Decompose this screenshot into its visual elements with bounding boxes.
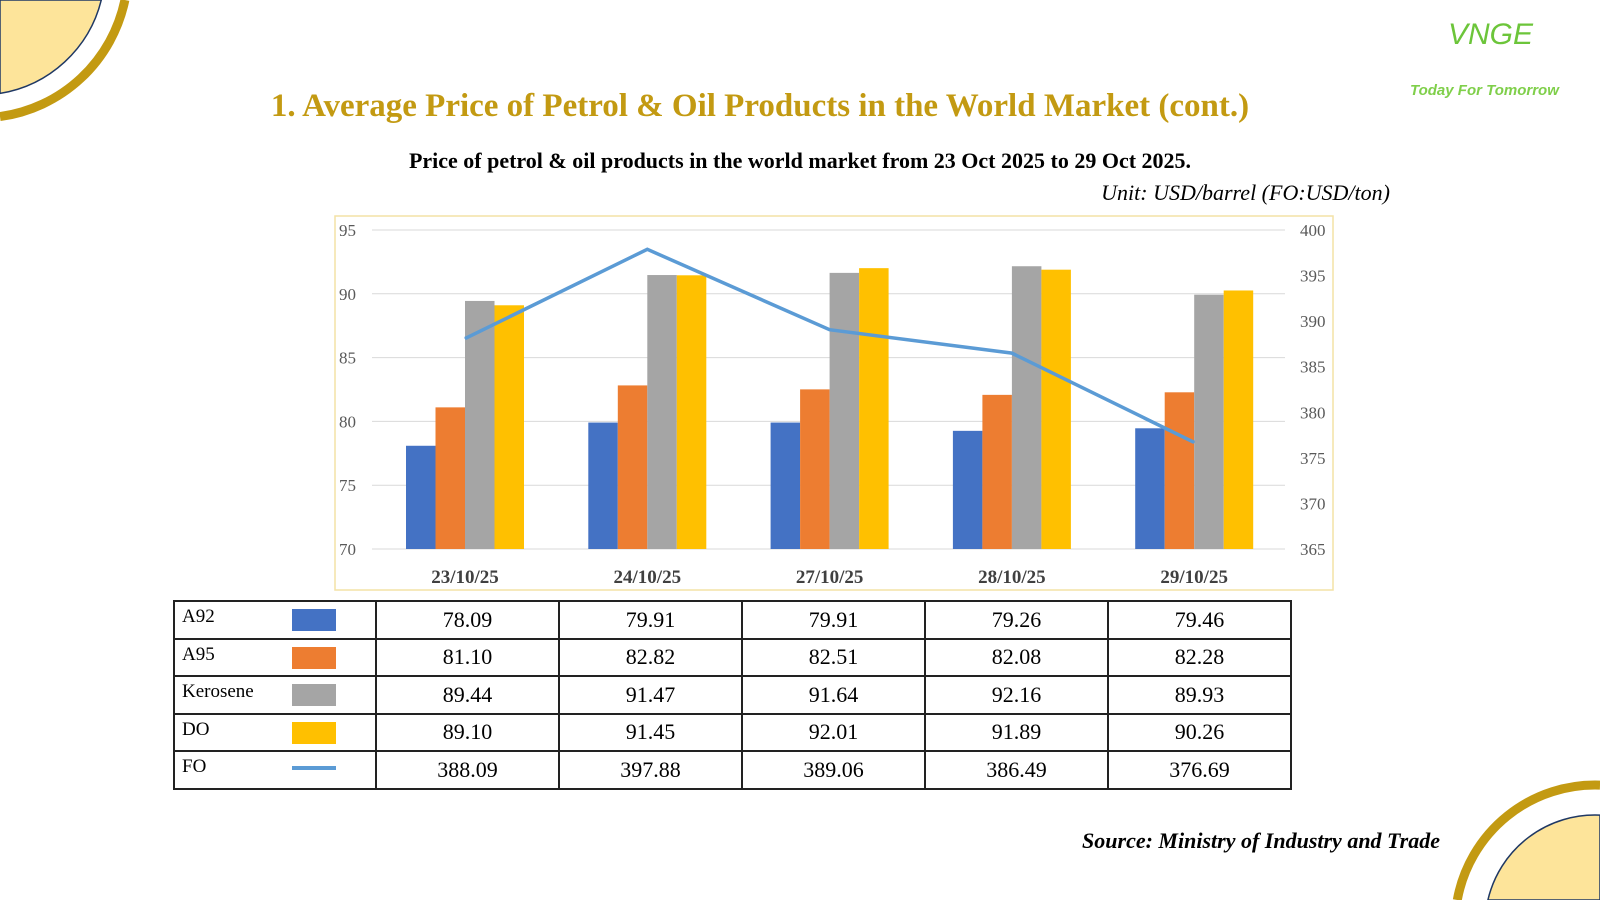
- series-label: A95: [182, 643, 215, 665]
- bar-do: [1223, 290, 1254, 549]
- bar-a95: [982, 394, 1012, 549]
- y-tick-label: 75: [339, 476, 356, 495]
- row-label-cell: FO: [173, 750, 377, 790]
- bar-a92: [406, 445, 436, 549]
- x-tick-label: 23/10/25: [431, 567, 499, 588]
- y2-tick-label: 390: [1300, 312, 1326, 331]
- table-row: DO 89.10 91.45 92.01 91.89 90.26: [173, 712, 1292, 752]
- value-cell: 92.01: [741, 712, 926, 752]
- bar-do: [859, 268, 889, 549]
- value-cell: 82.82: [558, 637, 743, 677]
- y2-tick-label: 375: [1300, 449, 1326, 468]
- series-label: DO: [182, 718, 210, 740]
- y-tick-label: 90: [339, 285, 356, 304]
- chart-subtitle: Price of petrol & oil products in the wo…: [408, 148, 1192, 173]
- y-tick-label: 80: [339, 412, 356, 431]
- bar-kerosene: [1194, 294, 1224, 549]
- logo-tagline: Today For Tomorrow: [1410, 82, 1559, 99]
- value-cell: 89.93: [1107, 675, 1292, 715]
- row-label-cell: A95: [173, 637, 377, 677]
- value-cell: 81.10: [375, 637, 560, 677]
- table-row: FO 388.09 397.88 389.06 386.49 376.69: [173, 750, 1292, 790]
- bar-do: [494, 305, 524, 549]
- value-cell: 82.08: [924, 637, 1109, 677]
- series-label: FO: [182, 756, 207, 777]
- series-label: Kerosene: [182, 681, 254, 702]
- value-cell: 376.69: [1107, 750, 1292, 790]
- bar-a95: [435, 407, 465, 549]
- value-cell: 90.26: [1107, 712, 1292, 752]
- value-cell: 89.10: [375, 712, 560, 752]
- table-row: A92 78.09 79.91 79.91 79.26 79.46: [173, 600, 1292, 640]
- corner-decoration-bottom-right: [1452, 780, 1600, 900]
- point-fo: [1011, 352, 1013, 354]
- row-label-cell: DO: [173, 712, 377, 752]
- value-cell: 92.16: [924, 675, 1109, 715]
- value-cell: 91.89: [924, 712, 1109, 752]
- value-cell: 89.44: [375, 675, 560, 715]
- source-note: Source: Ministry of Industry and Trade: [1082, 828, 1440, 853]
- unit-label: Unit: USD/barrel (FO:USD/ton): [1101, 180, 1390, 205]
- page-title: 1. Average Price of Petrol & Oil Product…: [270, 88, 1250, 124]
- y-tick-label: 95: [339, 221, 356, 240]
- bar-kerosene: [1011, 266, 1042, 549]
- value-cell: 79.91: [558, 600, 743, 640]
- point-fo: [646, 248, 648, 250]
- series-label: A92: [182, 606, 215, 627]
- bar-kerosene: [465, 300, 495, 549]
- logo: VNGE: [1448, 18, 1534, 51]
- row-label-cell: A92: [173, 600, 377, 640]
- y-tick-label: 70: [339, 540, 356, 559]
- legend-swatch-icon: [292, 646, 336, 669]
- y2-tick-label: 400: [1300, 221, 1326, 240]
- legend-swatch-icon: [292, 609, 336, 631]
- value-cell: 79.91: [741, 600, 926, 640]
- bar-kerosene: [829, 272, 860, 549]
- value-cell: 91.64: [741, 675, 926, 715]
- bar-do: [676, 275, 707, 549]
- bar-a92: [1135, 428, 1165, 549]
- value-cell: 82.51: [741, 637, 926, 677]
- y-tick-label: 85: [339, 349, 356, 368]
- y2-tick-label: 370: [1300, 494, 1326, 513]
- table-row: Kerosene 89.44 91.47 91.64 92.16 89.93: [173, 675, 1292, 715]
- value-cell: 79.26: [924, 600, 1109, 640]
- bar-a95: [800, 389, 830, 549]
- table-row: A95 81.10 82.82 82.51 82.08 82.28: [173, 637, 1292, 677]
- point-fo: [829, 329, 831, 331]
- value-cell: 386.49: [924, 750, 1109, 790]
- y2-tick-label: 365: [1300, 540, 1326, 559]
- bar-do: [1041, 269, 1071, 549]
- bar-a95: [1164, 392, 1195, 549]
- x-tick-label: 24/10/25: [614, 567, 682, 588]
- legend-swatch-icon: [292, 721, 336, 744]
- bar-a92: [770, 422, 801, 549]
- y2-tick-label: 380: [1300, 403, 1326, 422]
- legend-swatch-icon: [292, 684, 336, 706]
- y2-tick-label: 385: [1300, 358, 1326, 377]
- x-tick-label: 27/10/25: [796, 567, 864, 588]
- row-label-cell: Kerosene: [173, 675, 377, 715]
- value-cell: 91.45: [558, 712, 743, 752]
- y2-tick-label: 395: [1300, 267, 1326, 286]
- point-fo: [1193, 441, 1195, 443]
- data-table: A92 78.09 79.91 79.91 79.26 79.46 A95 81.10 82.8…: [173, 600, 1292, 790]
- price-chart: 70 75 80 85 90 95 365 370 375 380 385 390 395 400 23/1…: [334, 215, 1334, 591]
- value-cell: 397.88: [558, 750, 743, 790]
- value-cell: 78.09: [375, 600, 560, 640]
- value-cell: 389.06: [741, 750, 926, 790]
- value-cell: 388.09: [375, 750, 560, 790]
- bar-a95: [617, 385, 648, 549]
- bar-kerosene: [647, 275, 677, 549]
- point-fo: [464, 338, 466, 340]
- bar-a92: [952, 430, 983, 549]
- value-cell: 79.46: [1107, 600, 1292, 640]
- x-tick-label: 29/10/25: [1160, 567, 1228, 588]
- value-cell: 82.28: [1107, 637, 1292, 677]
- bar-a92: [588, 422, 618, 549]
- legend-swatch-icon: [292, 766, 336, 770]
- corner-decoration-top-left: [0, 0, 130, 122]
- value-cell: 91.47: [558, 675, 743, 715]
- x-tick-label: 28/10/25: [978, 567, 1046, 588]
